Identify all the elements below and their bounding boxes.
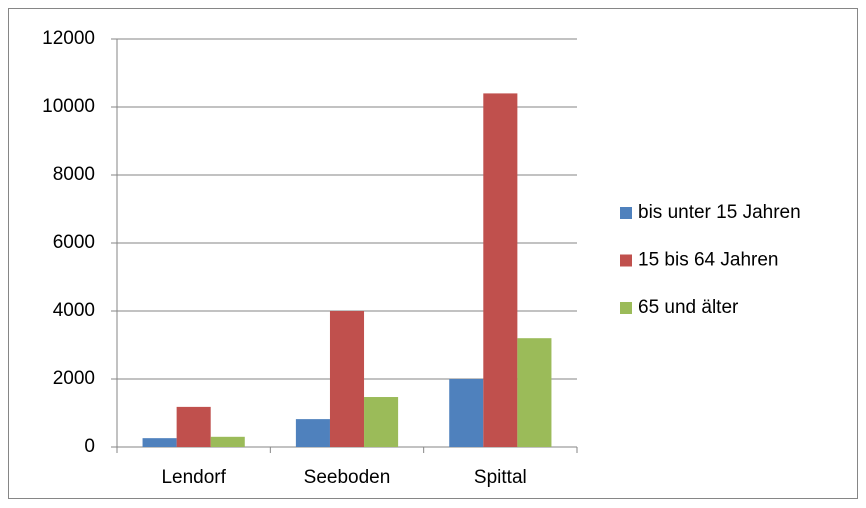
y-tick-label: 0 — [84, 436, 95, 457]
bar — [176, 406, 211, 447]
legend-label: bis unter 15 Jahren — [638, 202, 801, 223]
bar — [364, 397, 399, 447]
x-tick-label: Lendorf — [161, 467, 226, 488]
x-tick-label: Spittal — [474, 467, 527, 488]
bar — [329, 311, 365, 447]
bar — [483, 93, 518, 448]
bar — [142, 438, 177, 447]
legend-swatch — [620, 207, 632, 219]
y-tick-label: 8000 — [53, 164, 95, 185]
x-tick-label: Seeboden — [304, 467, 391, 488]
bar — [449, 379, 484, 447]
y-tick-label: 6000 — [53, 232, 95, 253]
bar — [517, 338, 552, 447]
legend-swatch — [620, 302, 632, 314]
legend-swatch — [620, 254, 632, 267]
bar — [210, 436, 245, 447]
legend-label: 65 und älter — [638, 297, 739, 318]
y-tick-label: 10000 — [42, 96, 95, 117]
legend-label: 15 bis 64 Jahren — [638, 250, 779, 271]
bar — [295, 419, 330, 447]
chart-frame — [8, 8, 858, 499]
y-tick-label: 2000 — [53, 368, 95, 389]
y-tick-label: 12000 — [42, 28, 95, 49]
y-tick-label: 4000 — [53, 300, 95, 321]
